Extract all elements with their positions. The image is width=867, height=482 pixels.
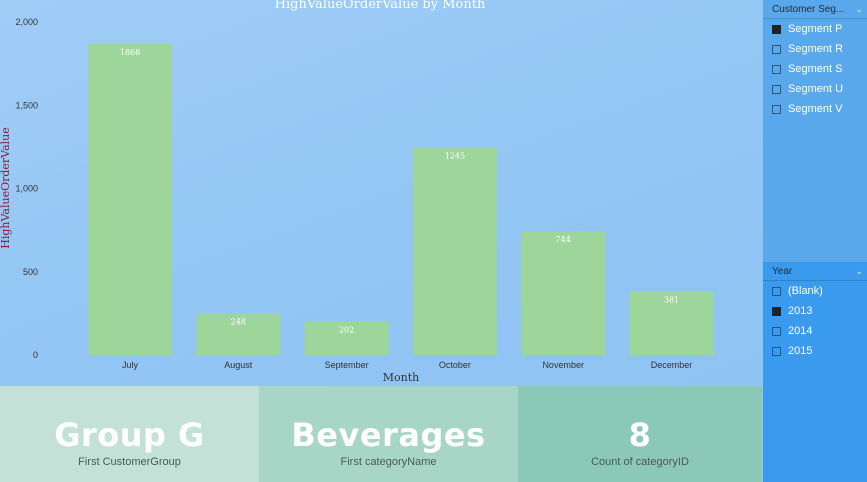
slicer-item-label: 2014 (788, 325, 813, 337)
card-label: First categoryName (340, 456, 437, 468)
bar-september[interactable] (304, 321, 389, 355)
x-tick-label: November (542, 360, 584, 370)
bar-december[interactable] (629, 291, 714, 355)
card-value: Beverages (291, 416, 486, 454)
data-label: 202 (339, 325, 354, 334)
slicer-item[interactable]: Segment V (763, 99, 867, 119)
bar-november[interactable] (521, 231, 606, 355)
card-customer-group[interactable]: Group G First CustomerGroup (0, 386, 259, 482)
x-tick-label: September (325, 360, 369, 370)
slicer-item[interactable]: Segment P (763, 19, 867, 39)
data-label: 744 (556, 235, 571, 244)
data-label: 1245 (445, 152, 465, 161)
chart-title: HighValueOrderValue by Month (275, 0, 486, 12)
checkbox[interactable] (772, 84, 781, 94)
card-value: 8 (628, 416, 652, 454)
slicer-item[interactable]: Segment S (763, 59, 867, 79)
bar-july[interactable] (88, 43, 172, 356)
chevron-down-icon[interactable]: ⌄ (855, 265, 863, 276)
slicer-item-label: Segment R (788, 43, 844, 55)
checkbox[interactable] (772, 306, 781, 316)
slicer-item[interactable]: (Blank) (763, 281, 867, 301)
x-tick-label: July (122, 360, 139, 370)
slicer-title: Customer Seg... (772, 3, 845, 15)
bar-chart-visual[interactable]: HighValueOrderValue by Month HighValueOr… (0, 0, 762, 386)
slicer-item-label: Segment P (788, 23, 843, 35)
x-tick-label: December (651, 360, 693, 370)
checkbox[interactable] (772, 286, 781, 296)
y-axis-label: HighValueOrderValue (0, 127, 12, 249)
x-tick-label: August (224, 360, 253, 370)
checkbox[interactable] (772, 64, 781, 74)
checkbox[interactable] (772, 44, 781, 54)
slicer-item[interactable]: 2015 (763, 341, 867, 361)
y-tick-label: 500 (23, 267, 38, 277)
y-tick-label: 1,000 (15, 184, 38, 194)
card-label: First CustomerGroup (78, 456, 181, 468)
data-label: 248 (231, 318, 246, 327)
year-slicer: Year ⌄ (Blank) 2013 2014 2015 (763, 262, 867, 482)
slicer-item-label: 2013 (788, 305, 813, 317)
card-value: Group G (54, 416, 205, 454)
slicer-item[interactable]: 2014 (763, 321, 867, 341)
checkbox[interactable] (772, 346, 781, 356)
slicer-item[interactable]: Segment R (763, 39, 867, 59)
slicer-item-label: Segment U (788, 83, 844, 95)
slicer-item[interactable]: Segment U (763, 79, 867, 99)
checkbox[interactable] (772, 24, 781, 34)
slicer-item-label: Segment S (788, 63, 843, 75)
bar-october[interactable] (412, 147, 497, 355)
slicer-header[interactable]: Year ⌄ (763, 262, 867, 281)
x-tick-label: October (439, 360, 471, 370)
bar-august[interactable] (196, 313, 281, 355)
card-category-name[interactable]: Beverages First categoryName (259, 386, 518, 482)
slicer-item[interactable]: 2013 (763, 301, 867, 321)
y-tick-label: 2,000 (15, 17, 38, 27)
y-tick-label: 1,500 (15, 100, 38, 110)
data-label: 381 (664, 296, 679, 305)
y-tick-label: 0 (33, 350, 38, 360)
card-category-count[interactable]: 8 Count of categoryID (518, 386, 762, 482)
slicer-title: Year (772, 265, 793, 277)
card-label: Count of categoryID (591, 456, 689, 468)
chevron-down-icon[interactable]: ⌄ (855, 3, 863, 14)
x-axis-label: Month (383, 371, 419, 384)
checkbox[interactable] (772, 104, 781, 114)
data-label: 1868 (120, 48, 140, 57)
checkbox[interactable] (772, 326, 781, 336)
slicer-item-label: 2015 (788, 345, 813, 357)
slicer-item-label: (Blank) (788, 285, 823, 297)
bar-chart: HighValueOrderValue by Month HighValueOr… (0, 0, 714, 384)
slicer-header[interactable]: Customer Seg... ⌄ (763, 0, 867, 19)
customer-segment-slicer: Customer Seg... ⌄ Segment P Segment R Segm… (763, 0, 867, 262)
slicer-item-label: Segment V (788, 103, 843, 115)
